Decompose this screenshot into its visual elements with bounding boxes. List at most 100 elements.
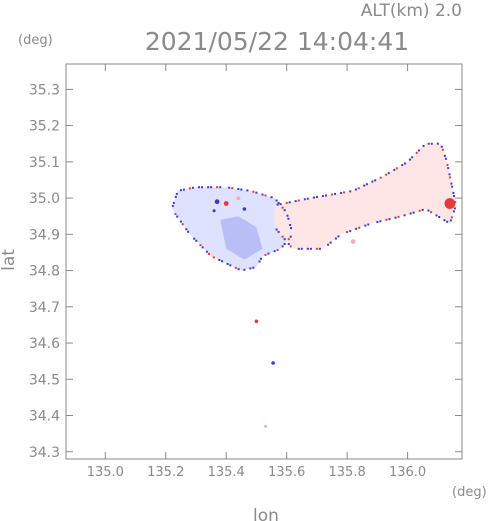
edge-cell [394,216,397,219]
edge-cell [329,241,332,244]
edge-cell [287,238,290,241]
data-cell [242,207,247,211]
edge-cell [281,206,284,209]
edge-cell [181,223,184,226]
edge-cell [243,268,246,271]
edge-cell [286,214,289,217]
edge-cell [422,145,425,147]
edge-cell [273,250,276,253]
edge-cell [270,196,273,199]
field-cells [212,196,456,428]
edge-cell [179,220,182,223]
y-tick-label: 34.9 [29,227,60,243]
edge-cell [283,238,286,241]
edge-cell [441,148,444,151]
edge-cell [343,191,346,194]
edge-cell [417,149,420,152]
edge-cell [451,185,454,188]
edge-cell [450,216,453,219]
edge-cell [379,176,382,179]
edge-cell [379,220,382,223]
edge-cell [354,188,357,191]
edge-cell [409,212,412,215]
edge-cell [252,190,255,193]
edge-cell [283,243,286,245]
edge-cell [237,268,240,271]
y-tick-label: 34.6 [29,336,60,352]
edge-cell [210,186,213,189]
edge-cell [315,247,318,250]
y-tick-label: 35.3 [29,82,60,98]
edge-cell [228,186,231,189]
edge-cell [297,199,300,202]
edge-cell [318,247,321,250]
edge-cell [207,186,210,189]
edge-cell [443,219,446,222]
edge-cell [358,226,361,229]
data-cell [264,424,267,428]
edge-cell [281,245,284,248]
chart-title: 2021/05/22 14:04:41 [145,27,409,56]
edge-cell [287,217,290,220]
edge-cell [412,211,415,214]
edge-cell [193,237,196,240]
edge-cell [306,197,309,200]
edge-cell [393,168,396,171]
edge-cell [260,257,262,260]
edge-cell [255,191,258,194]
edge-cell [285,201,288,204]
x-unit-label: (deg) [452,485,487,500]
edge-cell [430,211,433,214]
edge-cell [435,214,438,217]
edge-cell [289,235,292,238]
edge-cell [371,180,374,183]
edge-cell [340,191,343,194]
edge-cell [205,250,208,253]
edge-cell [195,239,198,242]
data-cell [444,198,456,209]
edge-cell [438,216,441,218]
edge-cell [221,260,224,263]
edge-cell [192,186,194,189]
x-axis-label: lon [253,506,279,521]
edge-cell [267,252,270,255]
y-tick-label: 34.7 [29,300,60,316]
edge-cell [449,176,452,179]
edge-cell [421,208,424,211]
edge-cell [450,182,453,185]
region-east-band [274,143,456,249]
edge-cell [385,218,388,221]
edge-cell [397,215,400,218]
edge-cell [349,190,352,193]
edge-cell [453,195,455,197]
edge-cell [408,158,411,161]
edge-cell [187,230,190,233]
edge-cell [288,201,291,204]
edge-cell [430,142,433,145]
y-axis-label: lat [0,249,19,271]
edge-cell [276,249,279,251]
edge-cell [249,267,252,270]
x-tick-label: 135.2 [147,465,184,480]
edge-cell [454,201,457,204]
edge-cell [385,173,388,176]
x-tick-label: 135.4 [208,465,245,480]
y-axis-ticks: 34.3 34.4 34.5 34.6 34.7 34.8 34.9 35.0 35.1 35.2… [29,82,462,461]
edge-cell [395,167,398,170]
x-tick-label: 135.0 [87,465,124,480]
edge-cell [212,256,215,259]
edge-cell [403,162,406,165]
edge-cell [446,220,449,223]
edge-cell [289,245,292,248]
edge-cell [443,154,446,157]
edge-cell [174,195,177,198]
edge-cell [436,142,439,145]
x-tick-label: 135.6 [268,465,305,480]
edge-cell [448,173,451,176]
edge-cell [315,196,318,198]
data-cell [236,196,241,201]
edge-cell [325,194,327,197]
y-tick-label: 34.4 [29,409,60,425]
edge-cell [216,186,219,189]
